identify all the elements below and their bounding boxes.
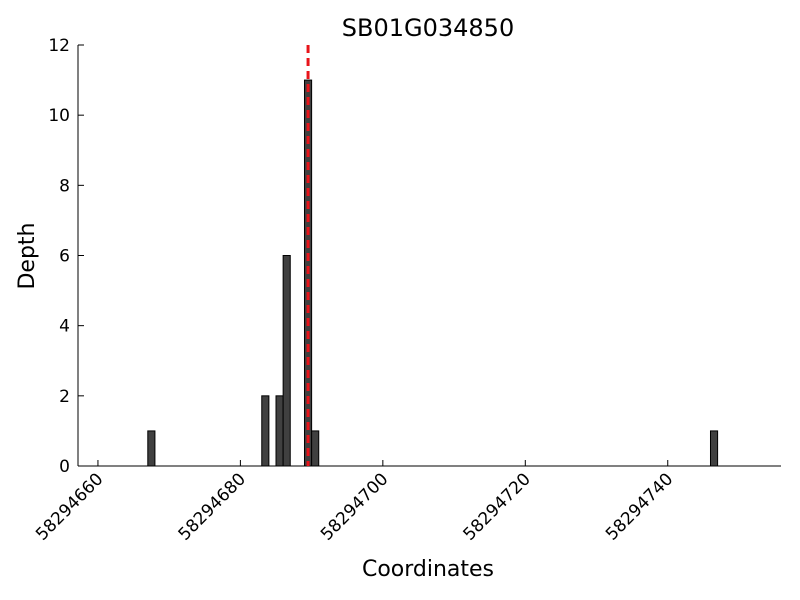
- y-tick-label: 4: [59, 317, 70, 337]
- y-axis-label: Depth: [15, 222, 40, 289]
- x-tick-label: 58294700: [317, 469, 392, 544]
- chart-title: SB01G034850: [342, 14, 514, 42]
- x-tick-label: 58294660: [32, 469, 107, 544]
- x-tick-label: 58294740: [602, 469, 677, 544]
- y-tick-label: 10: [48, 106, 70, 126]
- x-tick-label: 58294720: [460, 469, 535, 544]
- bar: [275, 395, 284, 467]
- y-tick-label: 2: [59, 387, 70, 407]
- y-tick-label: 8: [59, 176, 70, 196]
- bar: [261, 395, 270, 467]
- bar: [311, 430, 320, 467]
- x-axis-label: Coordinates: [362, 557, 494, 582]
- y-tick-label: 6: [59, 247, 70, 267]
- x-tick-label: 58294680: [175, 469, 250, 544]
- bar: [147, 430, 156, 467]
- bar: [282, 255, 291, 467]
- y-tick-label: 0: [59, 457, 70, 477]
- y-tick-label: 12: [48, 36, 70, 56]
- bar: [709, 430, 719, 467]
